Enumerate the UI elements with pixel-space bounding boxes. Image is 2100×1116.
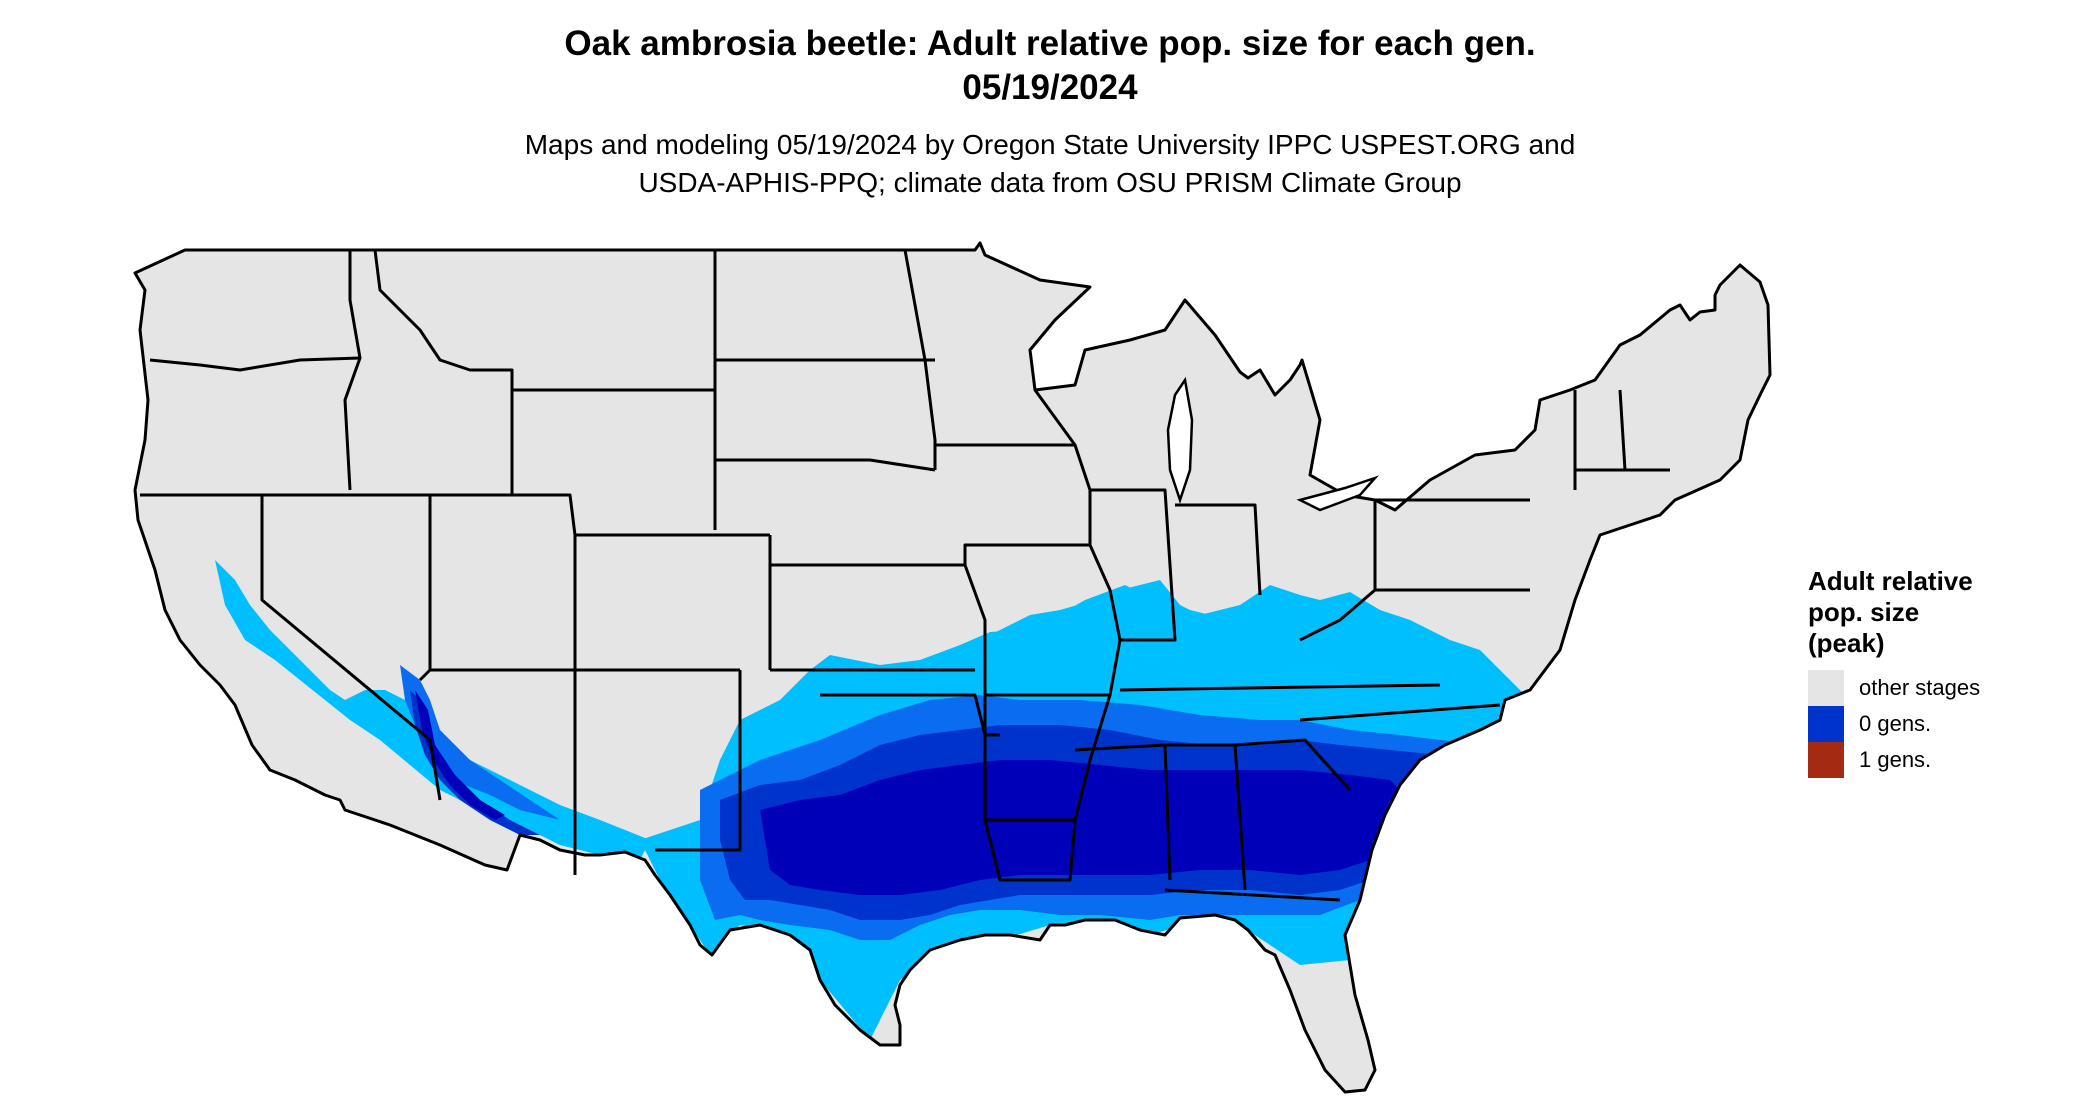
border-ky-tn (1119, 683, 1441, 692)
border-sd-ne (715, 458, 936, 472)
border-la (983, 819, 1077, 882)
border-nc-va (1299, 703, 1501, 722)
legend-label-other-stages: other stages (1859, 675, 1981, 700)
legend-title-line2: pop. size (1808, 597, 1920, 627)
border-wi (1033, 389, 1077, 446)
population-layer (195, 545, 1560, 1040)
legend-item-other-stages: other stages (1808, 670, 2078, 706)
legend-swatch-0-gens (1808, 706, 1844, 742)
legend-item-1-gens: 1 gens. (1808, 742, 2078, 778)
legend-swatch-1-gens (1808, 742, 1844, 778)
border-vt-nh (1618, 389, 1627, 471)
map-subtitle-line2: USDA-APHIS-PPQ; climate data from OSU PR… (638, 167, 1462, 198)
lake-michigan (1166, 376, 1194, 504)
map-subtitle-line1: Maps and modeling 05/19/2024 by Oregon S… (524, 129, 1576, 160)
border-mn-west (903, 249, 937, 470)
legend-label-0-gens: 0 gens. (1859, 711, 1932, 736)
great-lakes (1166, 376, 1380, 512)
legend-label-1-gens: 1 gens. (1859, 747, 1932, 772)
map-title-date: 05/19/2024 (962, 68, 1138, 107)
border-ga-fl (1164, 888, 1341, 902)
map-title: Oak ambrosia beetle: Adult relative pop.… (0, 22, 2100, 110)
border-ia (935, 443, 1092, 565)
border-wv-va (1299, 588, 1376, 642)
legend-title-line3: (peak) (1808, 628, 1885, 658)
border-ca-nv (260, 495, 442, 801)
border-wy-ut (510, 390, 577, 670)
border-in-oh (1175, 503, 1262, 596)
border-ok-tx (820, 693, 1000, 737)
border-id-west (343, 250, 362, 491)
border-id-mt (373, 249, 514, 390)
legend-swatch-other-stages (1808, 670, 1844, 706)
lake-erie (1296, 475, 1380, 512)
state-borders (133, 241, 1772, 1094)
band-light-blue-north (980, 580, 1480, 705)
legend-item-0-gens: 0 gens. (1808, 706, 2078, 742)
border-il-in (1090, 488, 1177, 642)
legend: Adult relative pop. size (peak) other st… (1808, 566, 2078, 778)
border-wa-or (149, 356, 361, 372)
legend-title: Adult relative pop. size (peak) (1808, 566, 2078, 659)
map-title-line1: Oak ambrosia beetle: Adult relative pop.… (564, 24, 1536, 63)
border-ga-sc (1234, 738, 1352, 792)
band-light-blue-west (195, 545, 650, 860)
legend-title-line1: Adult relative (1808, 566, 1973, 596)
map-subtitle: Maps and modeling 05/19/2024 by Oregon S… (0, 126, 2100, 202)
border-nm-tx (655, 670, 742, 852)
band-dark-blue (760, 760, 1410, 895)
